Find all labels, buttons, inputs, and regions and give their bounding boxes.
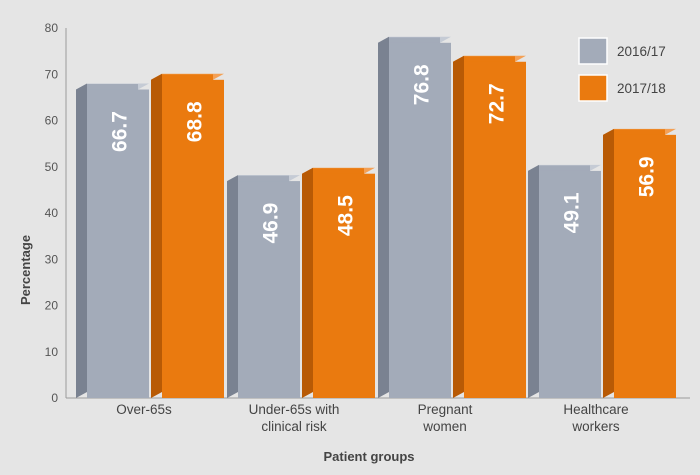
bar: 66.7 [76,83,149,398]
y-tick-label: 0 [51,391,58,405]
bar: 56.9 [603,128,676,398]
bar-front [389,42,451,399]
bar: 72.7 [453,55,526,398]
category-label: workers [571,419,620,434]
bar-side-face [151,73,162,399]
y-axis-title: Percentage [18,235,33,305]
y-tick-labels: 0 10 20 30 40 50 60 70 80 [45,21,59,405]
y-tick-label: 30 [45,252,59,266]
legend-swatch [578,37,608,65]
category-label: women [422,419,467,434]
y-tick-label: 10 [45,345,59,359]
bar-side-face [302,167,313,398]
bar-side-face [528,164,539,398]
bar: 76.8 [378,36,451,399]
y-tick-label: 60 [45,114,59,128]
bar-value-label: 48.5 [335,195,358,236]
legend-label: 2016/17 [617,44,666,59]
bar: 68.8 [151,73,224,399]
bars: 66.7 46.9 76.8 49.1 68.8 48.5 72.7 56.9 [76,36,676,399]
bar-value-label: 68.8 [184,101,207,142]
bar-front [238,181,300,398]
legend: 2016/17 2017/18 [578,37,666,102]
bar-value-label: 49.1 [561,192,584,233]
legend-label: 2017/18 [617,81,666,96]
y-tick-label: 50 [45,160,59,174]
y-tick-label: 80 [45,21,59,35]
x-axis-title: Patient groups [323,449,414,464]
y-tick-label: 20 [45,299,59,313]
bar-front [87,89,149,398]
legend-swatch [578,74,608,102]
bar: 49.1 [528,164,601,398]
y-tick-label: 70 [45,67,59,81]
category-label: Under-65s with [249,402,340,417]
bar: 46.9 [227,175,300,398]
category-labels: Over-65s Under-65s with clinical risk Pregn… [116,402,628,434]
bar-side-face [378,36,389,399]
category-label: Pregnant [418,402,473,417]
bar: 48.5 [302,167,375,398]
bar-side-face [453,55,464,398]
bar-front [539,170,601,398]
bar-value-label: 72.7 [486,83,509,124]
category-label: Healthcare [563,402,628,417]
category-label: Over-65s [116,402,172,417]
bar-front [614,134,676,398]
bar-front [464,61,526,398]
bar-front [313,173,375,398]
bar-side-face [603,128,614,398]
bar-value-label: 66.7 [109,111,132,152]
bar-value-label: 56.9 [636,156,659,197]
bar-front [162,79,224,399]
bar-value-label: 76.8 [411,64,434,105]
bar-value-label: 46.9 [260,203,283,244]
bar-side-face [76,83,87,398]
bar-side-face [227,175,238,398]
y-tick-label: 40 [45,206,59,220]
category-label: clinical risk [261,419,327,434]
